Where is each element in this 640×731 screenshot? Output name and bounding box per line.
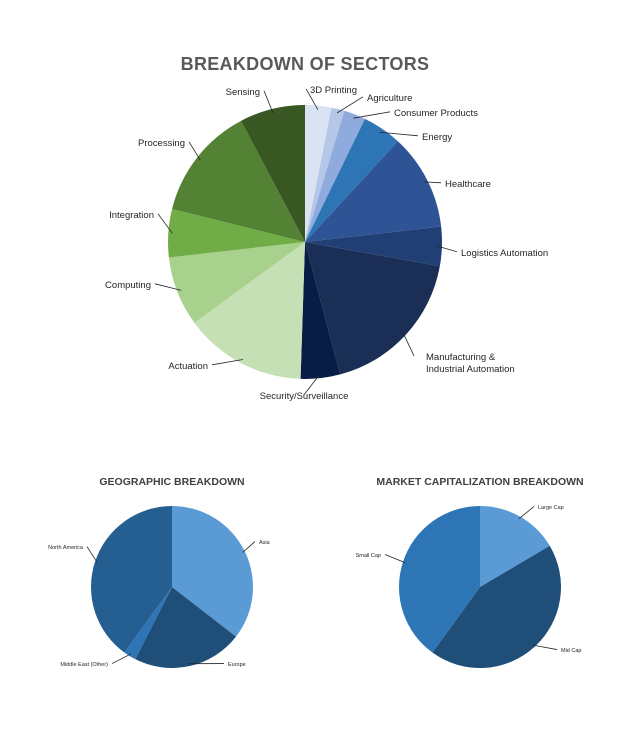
slice-label-middle-east-other: Middle East (Other) xyxy=(60,662,108,668)
leader-line-small-cap xyxy=(384,554,406,564)
slice-label-mid-cap: Mid Cap xyxy=(561,648,581,654)
leader-line-manufacturing-industrial-automation xyxy=(402,331,415,356)
slice-label-healthcare: Healthcare xyxy=(445,179,491,190)
pie-slice-energy xyxy=(305,118,398,242)
sectors-labels: 3D Printing Agriculture Consumer Products E… xyxy=(105,85,548,402)
slice-label-actuation: Actuation xyxy=(168,361,208,372)
slice-label-sensing: Sensing xyxy=(226,87,260,98)
pie-slice-agriculture xyxy=(305,107,345,242)
leader-line-actuation xyxy=(211,359,243,366)
pie-slice-consumer-products xyxy=(305,110,366,242)
leader-line-3d-printing xyxy=(305,88,319,110)
market-cap-labels: Large Cap Mid Cap Small Cap xyxy=(356,505,582,654)
slice-label-agriculture: Agriculture xyxy=(367,93,412,104)
slice-label-large-cap: Large Cap xyxy=(538,505,564,511)
pie-slice-middle-east-other xyxy=(124,587,172,660)
market-cap-slices xyxy=(399,506,561,668)
slice-label-north-america: North America xyxy=(48,545,84,551)
pie-slice-processing xyxy=(172,120,305,242)
market-cap-pie-chart: MARKET CAPITALIZATION BREAKDOWN Large Ca… xyxy=(356,476,584,668)
pie-slice-3d-printing xyxy=(305,105,332,242)
leader-line-large-cap xyxy=(518,506,535,520)
slice-label-asia: Asia xyxy=(259,540,271,546)
sectors-slices xyxy=(167,105,442,380)
pie-slice-integration xyxy=(167,209,305,258)
pie-slice-north-america xyxy=(91,506,172,653)
pie-slice-manufacturing-industrial-automation xyxy=(305,242,440,375)
leader-line-consumer-products xyxy=(353,111,391,119)
leader-line-north-america xyxy=(86,546,98,563)
geographic-labels: Asia Europe Middle East (Other) North Ameri… xyxy=(48,540,270,668)
leader-line-sensing xyxy=(263,90,274,114)
geographic-pie-chart: GEOGRAPHIC BREAKDOWN Asia Europe Middle Ea… xyxy=(48,476,270,668)
sectors-chart-title: BREAKDOWN OF SECTORS xyxy=(181,54,430,74)
leader-line-mid-cap xyxy=(532,644,558,650)
pie-slice-actuation xyxy=(194,242,305,379)
market-cap-chart-title: MARKET CAPITALIZATION BREAKDOWN xyxy=(376,476,583,488)
pie-slice-computing xyxy=(168,242,305,323)
pie-slice-asia xyxy=(172,506,254,637)
leader-line-processing xyxy=(188,141,201,161)
leader-line-asia xyxy=(242,541,256,553)
slice-label-logistics-automation: Logistics Automation xyxy=(461,248,548,259)
pie-slice-small-cap xyxy=(399,506,480,653)
leader-line-healthcare xyxy=(423,181,442,184)
geographic-chart-title: GEOGRAPHIC BREAKDOWN xyxy=(99,476,244,488)
leader-line-middle-east-other xyxy=(111,653,132,664)
slice-label-processing: Processing xyxy=(138,138,185,149)
slice-label-manufacturing-industrial-automation: Manufacturing & Industrial Automation xyxy=(426,352,515,375)
slice-label-security-surveillance: Security/Surveillance xyxy=(260,391,349,402)
slice-label-small-cap: Small Cap xyxy=(356,553,381,559)
pie-slice-europe xyxy=(135,587,236,668)
slice-label-energy: Energy xyxy=(422,132,452,143)
slice-label-integration: Integration xyxy=(109,210,154,221)
leader-line-integration xyxy=(157,213,173,234)
slice-label-europe: Europe xyxy=(228,662,246,668)
pie-slice-logistics-automation xyxy=(305,226,442,267)
geographic-slices xyxy=(91,506,254,668)
pie-slice-security-surveillance xyxy=(300,242,341,380)
leader-line-computing xyxy=(154,283,182,291)
pie-slice-healthcare xyxy=(305,141,442,242)
pie-slice-mid-cap xyxy=(432,545,561,668)
slice-label-3d-printing: 3D Printing xyxy=(310,85,357,96)
leader-line-logistics-automation xyxy=(437,245,458,253)
pie-slice-large-cap xyxy=(480,506,550,587)
slice-label-consumer-products: Consumer Products xyxy=(394,108,478,119)
pie-slice-sensing xyxy=(241,105,305,242)
sectors-pie-chart: BREAKDOWN OF SECTORS 3D Printing Agricult… xyxy=(105,54,548,402)
leader-line-security-surveillance xyxy=(303,373,321,396)
slice-label-computing: Computing xyxy=(105,280,151,291)
leader-line-energy xyxy=(379,131,419,137)
leader-line-agriculture xyxy=(336,96,364,114)
